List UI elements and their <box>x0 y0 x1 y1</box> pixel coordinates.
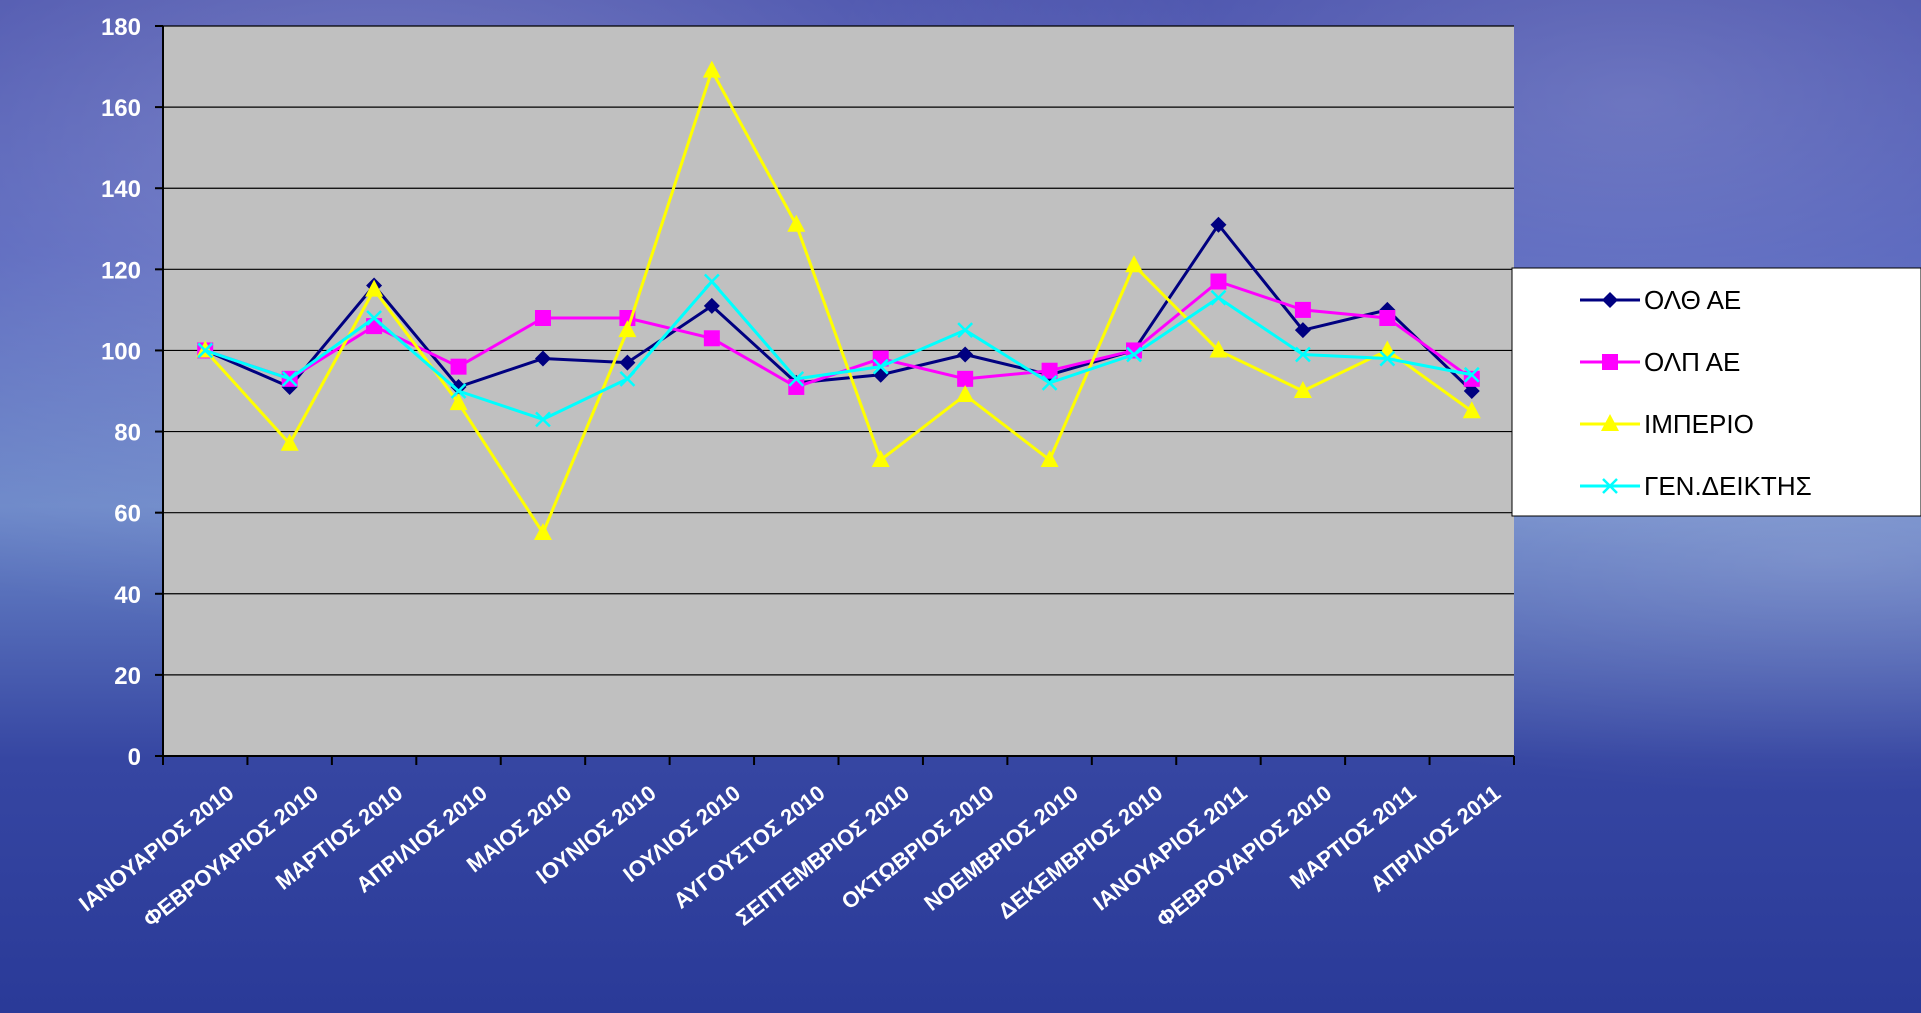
plot-area <box>163 26 1514 756</box>
data-point <box>1295 346 1311 363</box>
data-point <box>281 370 298 387</box>
data-point <box>702 60 721 78</box>
y-tick-label: 140 <box>101 176 141 203</box>
data-point <box>957 322 974 339</box>
data-point <box>450 358 467 375</box>
series-group <box>196 60 1481 540</box>
legend-marker <box>1602 292 1618 308</box>
legend-marker <box>1601 414 1619 431</box>
y-tick-label: 0 <box>128 744 141 771</box>
legend-label: ΟΛΠ ΑΕ <box>1644 347 1740 377</box>
data-point <box>619 370 636 387</box>
data-point <box>703 297 720 314</box>
data-point <box>788 370 805 387</box>
data-point <box>534 310 551 326</box>
data-point <box>1041 375 1058 391</box>
legend-marker <box>1602 478 1618 494</box>
data-point <box>1379 310 1396 326</box>
series-4 <box>197 273 1480 428</box>
data-point <box>449 393 468 411</box>
data-point <box>366 310 382 326</box>
y-tick-label: 180 <box>101 14 141 41</box>
series-line <box>204 280 1473 421</box>
data-point <box>534 350 551 367</box>
legend-label: ΟΛΘ ΑΕ <box>1644 285 1741 315</box>
y-tick-label: 80 <box>114 420 141 447</box>
data-point <box>365 279 384 297</box>
data-point <box>619 354 636 371</box>
legend-item: ΓΕΝ.ΔΕΙΚΤΗΣ <box>1580 471 1812 501</box>
x-tick-label: ΟΚΤΩΒΡΙΟΣ 2010 <box>837 780 999 914</box>
y-tick-label: 160 <box>101 95 141 122</box>
data-point <box>280 433 299 451</box>
data-point <box>1293 381 1312 398</box>
data-point <box>1463 383 1480 399</box>
legend-marker <box>1602 354 1618 370</box>
data-point <box>535 411 551 428</box>
data-point <box>1126 346 1142 363</box>
data-point <box>957 346 974 363</box>
y-tick-label: 60 <box>114 501 141 528</box>
data-point <box>957 370 974 387</box>
data-point <box>1210 216 1227 233</box>
legend-box <box>1511 267 1921 517</box>
data-point <box>872 358 889 375</box>
y-tick-labels: 0 20 40 60 80 100 120 140 160 180 <box>101 14 141 771</box>
y-tick-label: 20 <box>114 663 141 690</box>
legend-item: ΙΜΠΕΡΙΟ <box>1580 409 1754 439</box>
data-point <box>450 383 467 399</box>
data-point <box>1041 362 1058 379</box>
data-point <box>1462 401 1481 419</box>
grid-lines <box>155 25 1514 757</box>
legend: ΟΛΘ ΑΕ ΟΛΠ ΑΕ ΙΜΠΕΡΙΟ ΓΕΝ.ΔΕΙΚΤΗΣ <box>1511 267 1921 517</box>
data-point <box>1294 322 1311 339</box>
x-tick-label: ΑΥΓΟΥΣΤΟΣ 2010 <box>669 780 830 913</box>
data-point <box>1210 289 1227 306</box>
y-tick-label: 120 <box>101 257 141 284</box>
axes <box>162 26 1515 765</box>
data-point <box>703 273 720 290</box>
data-point <box>533 522 552 540</box>
series-line <box>204 69 1473 535</box>
data-point <box>1040 449 1059 467</box>
data-point <box>197 342 214 359</box>
legend-item: ΟΛΘ ΑΕ <box>1580 285 1741 315</box>
x-tick-label: ΙΑΝΟΥΑΡΙΟΣ 2011 <box>1088 780 1251 915</box>
legend-label: ΓΕΝ.ΔΕΙΚΤΗΣ <box>1644 471 1812 501</box>
data-point <box>787 214 806 232</box>
y-tick-label: 40 <box>114 582 141 609</box>
data-point <box>703 330 720 347</box>
data-point <box>1463 366 1480 383</box>
data-point <box>1125 255 1144 273</box>
x-tick-label: ΙΑΝΟΥΑΡΙΟΣ 2010 <box>74 780 238 916</box>
data-point <box>1210 273 1227 290</box>
data-point <box>1294 301 1311 318</box>
data-point <box>1209 340 1228 358</box>
series-line <box>204 223 1473 393</box>
data-point <box>618 320 637 338</box>
data-point <box>1379 350 1396 367</box>
y-tick-label: 100 <box>101 338 141 365</box>
legend-label: ΙΜΠΕΡΙΟ <box>1644 409 1754 439</box>
x-tick-label: ΝΟΕΜΒΡΙΟΣ 2010 <box>919 780 1083 915</box>
data-point <box>871 449 890 467</box>
data-point <box>788 378 805 395</box>
legend-item: ΟΛΠ ΑΕ <box>1580 347 1740 377</box>
data-point <box>956 385 975 403</box>
